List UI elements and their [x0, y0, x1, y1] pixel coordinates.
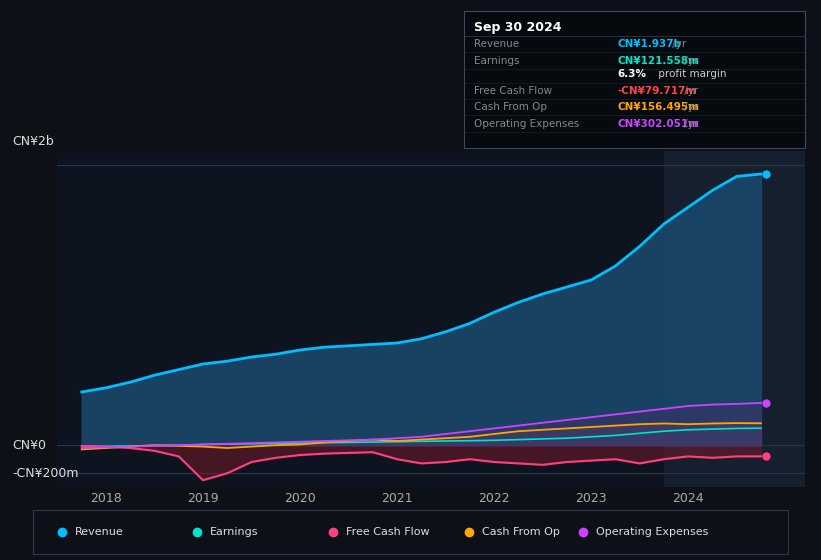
Text: -CN¥200m: -CN¥200m — [12, 466, 79, 480]
Text: CN¥156.495m: CN¥156.495m — [617, 102, 699, 112]
Text: Cash From Op: Cash From Op — [482, 527, 560, 537]
Text: /yr: /yr — [681, 119, 698, 129]
Text: -CN¥79.717m: -CN¥79.717m — [617, 86, 696, 96]
Text: /yr: /yr — [681, 55, 698, 66]
Text: profit margin: profit margin — [654, 69, 726, 80]
Text: /yr: /yr — [681, 102, 698, 112]
Text: /yr: /yr — [681, 86, 698, 96]
Text: Operating Expenses: Operating Expenses — [474, 119, 580, 129]
Text: Free Cash Flow: Free Cash Flow — [474, 86, 553, 96]
Text: Revenue: Revenue — [75, 527, 123, 537]
Text: /yr: /yr — [669, 39, 686, 49]
Bar — [664, 151, 805, 487]
Text: CN¥1.937b: CN¥1.937b — [617, 39, 681, 49]
Text: CN¥121.558m: CN¥121.558m — [617, 55, 699, 66]
Text: CN¥2b: CN¥2b — [12, 135, 54, 148]
Text: Operating Expenses: Operating Expenses — [595, 527, 708, 537]
Text: Earnings: Earnings — [210, 527, 259, 537]
Text: CN¥302.051m: CN¥302.051m — [617, 119, 699, 129]
Text: 6.3%: 6.3% — [617, 69, 646, 80]
Text: CN¥0: CN¥0 — [12, 438, 47, 452]
Text: Free Cash Flow: Free Cash Flow — [346, 527, 430, 537]
Text: Cash From Op: Cash From Op — [474, 102, 547, 112]
Text: Sep 30 2024: Sep 30 2024 — [474, 21, 562, 34]
Text: Earnings: Earnings — [474, 55, 520, 66]
Text: Revenue: Revenue — [474, 39, 519, 49]
